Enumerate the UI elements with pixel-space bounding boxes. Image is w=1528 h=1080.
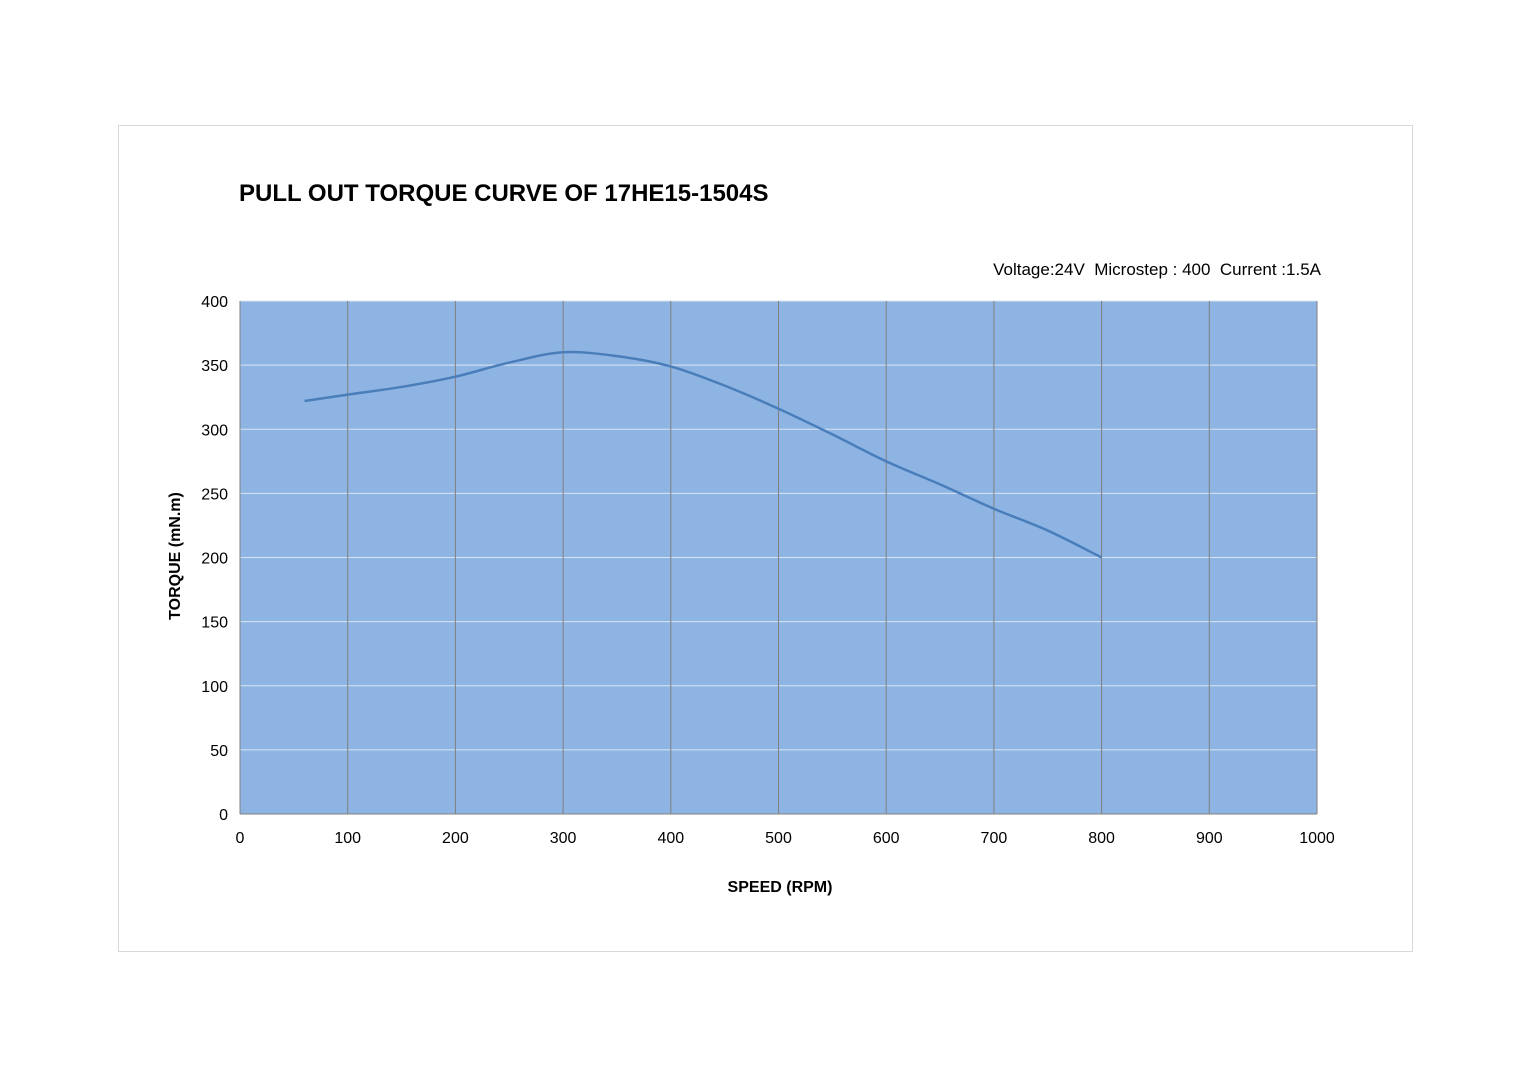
chart-subtitle: Voltage:24V Microstep : 400 Current :1.5…	[993, 260, 1321, 279]
y-tick-label: 150	[201, 615, 228, 632]
chart-title: PULL OUT TORQUE CURVE OF 17HE15-1504S	[239, 180, 769, 207]
x-tick-label: 200	[442, 830, 469, 847]
y-tick-labels: 0 50 100 150 200 250 300 350 400	[201, 294, 228, 824]
y-tick-label: 250	[201, 486, 228, 503]
x-tick-label: 500	[765, 830, 792, 847]
x-tick-label: 300	[550, 830, 577, 847]
y-tick-label: 350	[201, 358, 228, 375]
y-tick-label: 300	[201, 422, 228, 439]
x-tick-label: 700	[981, 830, 1008, 847]
y-tick-label: 0	[219, 807, 228, 824]
y-tick-label: 100	[201, 679, 228, 696]
y-tick-label: 400	[201, 294, 228, 311]
x-tick-label: 1000	[1299, 830, 1335, 847]
y-tick-label: 200	[201, 551, 228, 568]
x-tick-label: 400	[657, 830, 684, 847]
series-line-torque	[304, 350, 1103, 559]
x-axis-label: SPEED (RPM)	[728, 879, 833, 896]
x-tick-label: 100	[334, 830, 361, 847]
series-group	[304, 350, 1103, 559]
x-tick-labels: 0 100 200 300 400 500 600 700 800 900 1000	[236, 830, 1335, 847]
x-tick-label: 900	[1196, 830, 1223, 847]
x-tick-label: 800	[1088, 830, 1115, 847]
x-tick-label: 0	[236, 830, 245, 847]
vertical-gridlines	[347, 301, 1318, 814]
x-tick-label: 600	[873, 830, 900, 847]
y-axis-label: TORQUE (mN.m)	[167, 492, 184, 620]
axes	[239, 301, 1317, 815]
y-tick-label: 50	[210, 743, 228, 760]
